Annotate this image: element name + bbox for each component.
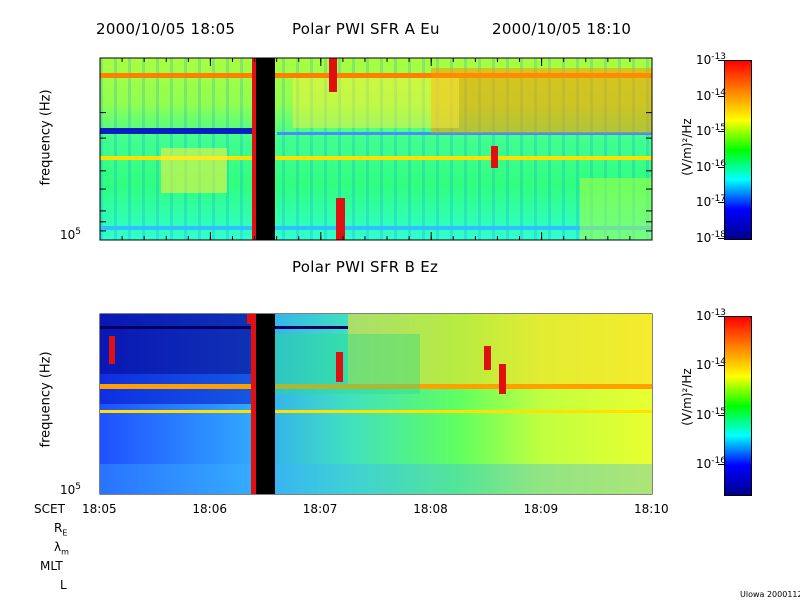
spectral-band (252, 58, 258, 240)
plot-frame (99, 57, 653, 241)
spectrogram-a (100, 58, 652, 240)
row-label-lambda-sub: m (61, 547, 69, 557)
spectral-band (100, 384, 652, 389)
colorbar-tick-label: 10-17 (696, 194, 726, 210)
colorbar-tick (718, 316, 724, 317)
colorbar-tick (718, 238, 724, 239)
spectral-band (100, 464, 652, 494)
spectral-band (499, 364, 507, 394)
spectrogram-b (100, 314, 652, 494)
row-label-l: L (60, 578, 67, 592)
colorbar-a (724, 60, 752, 240)
spectral-band (100, 314, 255, 374)
end-time: 2000/10/05 18:10 (492, 20, 632, 38)
colorbar-tick-label: 10-15 (696, 406, 726, 422)
row-label-lambda: λm (54, 540, 69, 556)
colorbar-b-label: (V/m)²/Hz (680, 368, 694, 426)
colorbar-tick-label: 10-13 (696, 52, 726, 67)
colorbar-tick-label: 10-16 (696, 456, 726, 472)
x-tick-label: 18:06 (192, 502, 227, 516)
spectral-band (100, 128, 266, 134)
spectral-band (483, 346, 492, 370)
spectral-band (580, 178, 652, 240)
colorbar-b (724, 316, 752, 496)
colorbar-a-label: (V/m)²/Hz (680, 118, 694, 176)
colorbar-tick (718, 202, 724, 204)
colorbar-tick-label: 10-13 (696, 308, 726, 323)
spectral-band (490, 146, 498, 168)
spectral-band (246, 314, 253, 324)
panel-b-title: Polar PWI SFR B Ez (292, 258, 439, 276)
spectral-band (276, 132, 652, 135)
spectral-band (100, 226, 652, 230)
spectral-band (431, 68, 652, 133)
panel-a-ylabel: frequency (Hz) (38, 89, 54, 186)
spectral-band (100, 410, 652, 413)
spectral-band (336, 198, 345, 240)
panel-b-ylabel: frequency (Hz) (38, 351, 54, 448)
panel-b-ytick: 105 (60, 482, 82, 497)
colorbar-tick-label: 10-15 (696, 123, 726, 139)
spectral-band (108, 336, 116, 364)
row-label-scet: SCET (34, 502, 65, 516)
spectral-band (251, 314, 257, 494)
spectral-band (100, 73, 652, 78)
x-tick-label: 18:10 (634, 502, 669, 516)
spectral-band (336, 352, 344, 382)
start-time: 2000/10/05 18:05 (96, 20, 236, 38)
spectral-band (160, 148, 227, 193)
spectral-band (293, 78, 459, 128)
credit: Ulowa 20001128 (740, 590, 800, 599)
panel-a-title: Polar PWI SFR A Eu (292, 20, 440, 38)
colorbar-tick-label: 10-14 (696, 357, 726, 373)
x-tick-label: 18:09 (523, 502, 559, 516)
row-label-lambda-text: λ (54, 540, 62, 554)
data-gap (256, 314, 275, 494)
panel-b-ytick-exp: 5 (75, 482, 82, 492)
x-tick-label: 18:05 (82, 502, 117, 516)
spectral-band (100, 326, 349, 329)
spectral-band (100, 374, 255, 404)
row-label-re: RE (54, 521, 67, 537)
colorbar-tick (718, 464, 724, 466)
colorbar-tick (718, 95, 724, 97)
colorbar-tick (718, 166, 724, 168)
x-tick-label: 18:07 (302, 502, 338, 516)
colorbar-tick (718, 60, 724, 61)
panel-a-ytick: 105 (60, 227, 82, 242)
colorbar-tick (718, 365, 724, 367)
colorbar-tick (718, 131, 724, 133)
spectral-band (100, 156, 652, 160)
row-label-re-sub: E (62, 528, 68, 538)
colorbar-tick (718, 414, 724, 416)
x-tick-label: 18:08 (413, 502, 448, 516)
colorbar-tick-label: 10-14 (696, 87, 726, 103)
panel-a-ytick-exp: 5 (75, 227, 82, 237)
row-label-mlt: MLT (40, 559, 63, 573)
colorbar-tick-label: 10-16 (696, 158, 726, 174)
colorbar-tick-label: 10-18 (696, 230, 726, 245)
spectral-band (329, 58, 338, 92)
row-label-re-text: R (54, 521, 63, 535)
data-gap (256, 58, 275, 240)
